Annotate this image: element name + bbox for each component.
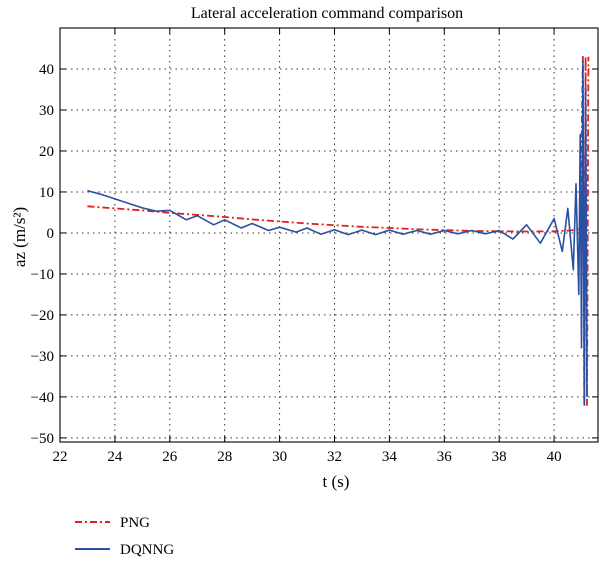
plot-area	[59, 27, 599, 443]
series-layer	[87, 55, 590, 406]
y-tick-label: 10	[39, 185, 54, 201]
y-axis: 40 30 20 10 0 −10 −20 −30 −40 −50	[31, 62, 598, 447]
chart-title: Lateral acceleration command comparison	[191, 5, 463, 22]
y-axis-label: az (m/s²)	[10, 207, 29, 267]
x-tick-label: 38	[492, 449, 507, 465]
y-tick-label: −10	[31, 267, 54, 283]
y-tick-label: −30	[31, 349, 54, 365]
legend: PNG DQNNG	[75, 515, 174, 558]
y-tick-label: 40	[39, 62, 54, 78]
x-tick-label: 34	[382, 449, 398, 465]
y-tick-label: 30	[39, 103, 54, 119]
x-tick-label: 36	[437, 449, 453, 465]
x-axis: 22 24 26 28 30 32 34 36 38 40	[53, 28, 562, 465]
x-tick-label: 30	[272, 449, 287, 465]
y-tick-label: 0	[47, 226, 55, 242]
x-axis-label: t (s)	[323, 472, 350, 491]
y-tick-label: −20	[31, 308, 54, 324]
series-line-dqnng	[87, 60, 588, 406]
x-tick-label: 28	[217, 449, 232, 465]
y-tick-label: −40	[31, 390, 54, 406]
legend-label-dqnng: DQNNG	[120, 542, 174, 558]
series-line-png	[87, 55, 590, 406]
x-tick-label: 40	[547, 449, 562, 465]
x-tick-label: 26	[162, 449, 178, 465]
legend-label-png: PNG	[120, 515, 150, 531]
y-tick-label: 20	[39, 144, 54, 160]
x-tick-label: 32	[327, 449, 342, 465]
y-tick-label: −50	[31, 431, 54, 447]
x-tick-label: 24	[107, 449, 123, 465]
x-tick-label: 22	[53, 449, 68, 465]
